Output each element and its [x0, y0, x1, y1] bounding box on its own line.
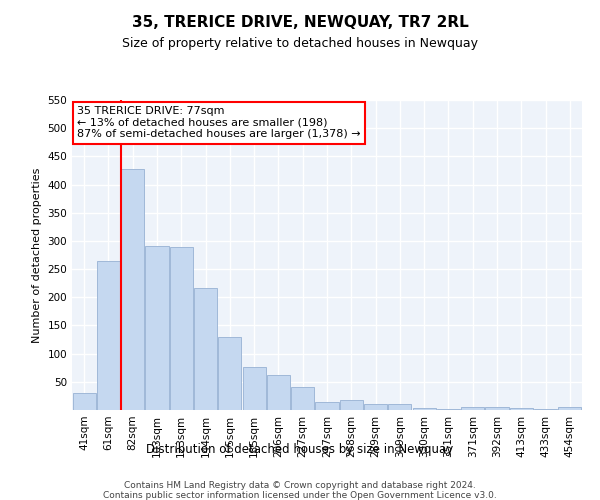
Text: Contains HM Land Registry data © Crown copyright and database right 2024.: Contains HM Land Registry data © Crown c…: [124, 481, 476, 490]
Text: Size of property relative to detached houses in Newquay: Size of property relative to detached ho…: [122, 38, 478, 51]
Bar: [559, 407, 581, 410]
Text: Distribution of detached houses by size in Newquay: Distribution of detached houses by size …: [146, 442, 454, 456]
Bar: [170, 246, 193, 410]
Bar: [73, 393, 95, 410]
Bar: [461, 407, 484, 410]
Bar: [145, 246, 169, 410]
Bar: [413, 408, 436, 410]
Bar: [510, 408, 533, 410]
Text: Contains public sector information licensed under the Open Government Licence v3: Contains public sector information licen…: [103, 491, 497, 500]
Bar: [97, 260, 120, 410]
Text: 35, TRERICE DRIVE, NEWQUAY, TR7 2RL: 35, TRERICE DRIVE, NEWQUAY, TR7 2RL: [131, 15, 469, 30]
Bar: [316, 402, 338, 410]
Bar: [340, 400, 363, 410]
Bar: [291, 388, 314, 410]
Bar: [388, 404, 412, 410]
Bar: [485, 407, 509, 410]
Bar: [364, 404, 387, 410]
Text: 35 TRERICE DRIVE: 77sqm
← 13% of detached houses are smaller (198)
87% of semi-d: 35 TRERICE DRIVE: 77sqm ← 13% of detache…: [77, 106, 361, 140]
Y-axis label: Number of detached properties: Number of detached properties: [32, 168, 42, 342]
Bar: [194, 288, 217, 410]
Bar: [218, 338, 241, 410]
Bar: [121, 169, 144, 410]
Bar: [267, 375, 290, 410]
Bar: [242, 367, 266, 410]
